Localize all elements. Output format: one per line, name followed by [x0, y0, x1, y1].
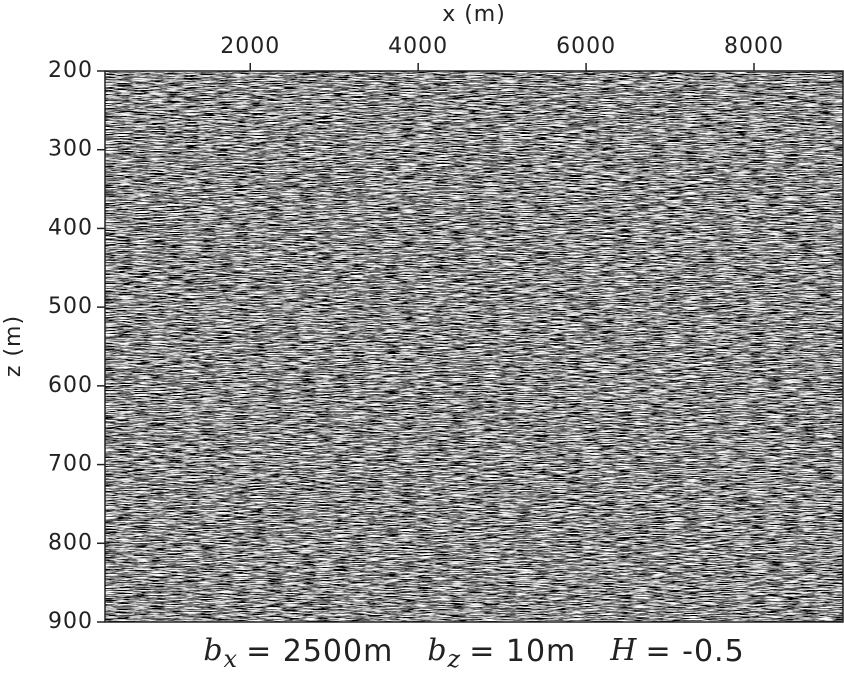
y-tick-label: 600 [48, 373, 93, 398]
plot-frame [104, 70, 844, 623]
y-axis-label: z (m) [1, 315, 26, 377]
caption-subscript: x [224, 645, 239, 673]
caption: bx = 2500m bz = 10m H = -0.5 [203, 633, 744, 673]
caption-text: = 2500m [246, 634, 393, 669]
y-tick-label: 300 [48, 137, 93, 162]
caption-symbol: H [609, 633, 637, 668]
x-axis-label: x (m) [442, 2, 506, 27]
x-tick-label: 6000 [556, 34, 616, 59]
caption-symbol: b [203, 633, 223, 668]
caption-subscript: z [447, 645, 462, 673]
y-tick-label: 500 [48, 294, 93, 319]
image [105, 71, 843, 622]
x-tick-label: 2000 [220, 34, 280, 59]
y-tick-label: 900 [48, 609, 93, 634]
caption-text: = -0.5 [645, 634, 744, 669]
y-tick-label: 700 [48, 452, 93, 477]
x-tick-label: 4000 [388, 34, 448, 59]
y-tick-label: 400 [48, 215, 93, 240]
y-tick-label: 800 [48, 530, 93, 555]
y-tick-label: 200 [48, 58, 93, 83]
x-tick-label: 8000 [724, 34, 784, 59]
caption-symbol: b [427, 633, 447, 668]
caption-text: = 10m [469, 634, 576, 669]
